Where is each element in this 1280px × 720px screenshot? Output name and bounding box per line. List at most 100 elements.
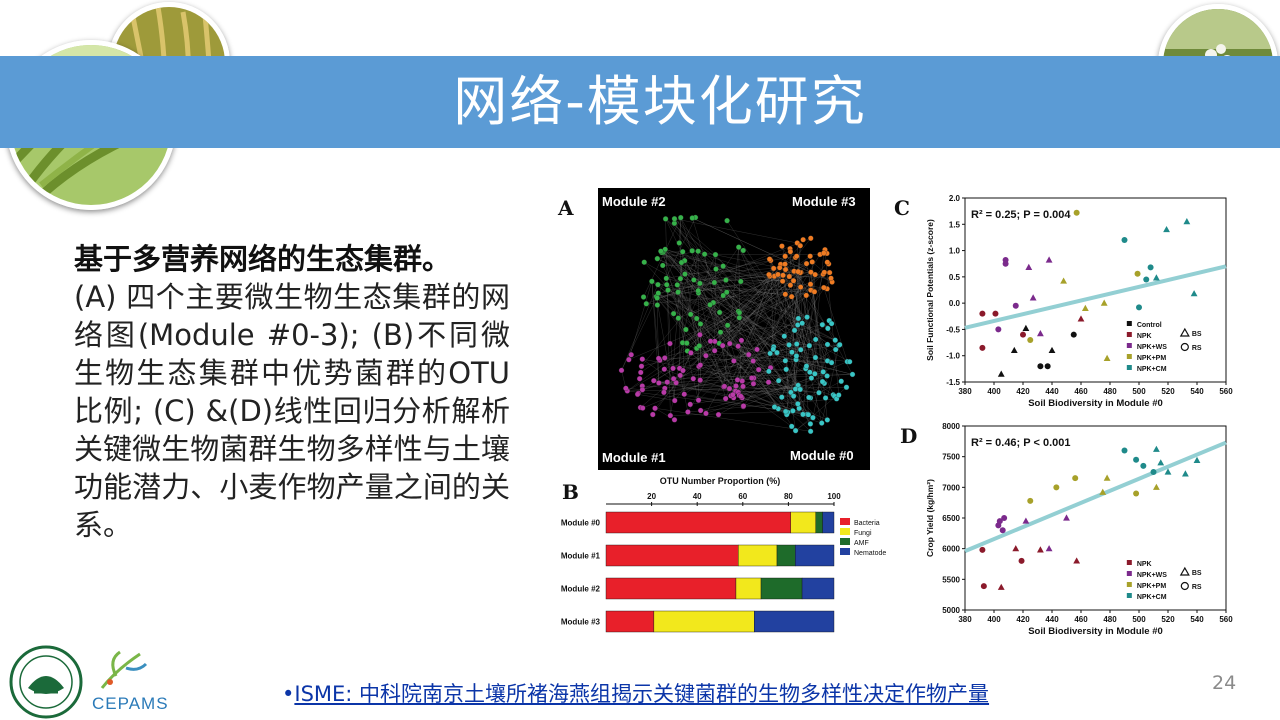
network-edge	[643, 217, 681, 298]
panel-d-point-circle	[1053, 484, 1060, 491]
panel-c-point-circle	[1134, 270, 1141, 277]
panel-c-annotation: R² = 0.25; P = 0.004	[971, 209, 1071, 221]
network-edge	[690, 398, 726, 405]
network-edge	[753, 383, 819, 393]
network-edge	[793, 280, 840, 345]
network-node	[722, 395, 729, 402]
panel-d-point-circle	[1140, 462, 1147, 469]
panel-d-legend-label: NPK+CM	[1137, 594, 1167, 601]
network-node	[789, 349, 795, 355]
network-node	[687, 311, 694, 318]
network-edge	[687, 398, 837, 413]
panel-b-bar-fungi	[738, 544, 778, 567]
panel-c-point-triangle	[1048, 346, 1056, 354]
network-node	[663, 281, 670, 288]
network-edge	[700, 295, 724, 325]
panel-d-ytick: 5000	[942, 606, 960, 615]
network-edge	[682, 289, 811, 343]
panel-c-point-circle	[979, 310, 986, 317]
network-node	[745, 351, 752, 358]
network-edge	[690, 275, 784, 315]
institute-seal-logo	[9, 645, 83, 719]
panel-c-xtick: 480	[1103, 387, 1117, 396]
network-node	[775, 271, 781, 278]
panel-b-legend-label: Bacteria	[854, 520, 880, 527]
panel-d-letter: D	[900, 424, 918, 448]
network-node	[782, 291, 789, 298]
module-0-label: Module #0	[790, 448, 854, 463]
panel-d-xtick: 480	[1103, 615, 1117, 624]
network-node	[843, 384, 850, 391]
network-edge	[810, 381, 823, 399]
network-node	[740, 383, 746, 390]
network-node	[662, 355, 668, 361]
network-edge	[699, 257, 796, 381]
network-node	[650, 411, 656, 418]
panel-d-chart: 380 400 420 440 460 480 500 520 540 560 5000 5500 60…	[925, 422, 1233, 637]
panel-d-xtick: 380	[958, 615, 972, 624]
network-edge	[642, 358, 801, 390]
network-node	[779, 278, 786, 284]
panel-d-xtick: 500	[1132, 615, 1146, 624]
network-node	[716, 309, 723, 316]
panel-d-legend-swatch	[1126, 560, 1132, 565]
network-edge	[637, 394, 675, 401]
network-edge	[665, 218, 836, 350]
panel-d-point-circle	[1150, 469, 1157, 475]
network-node	[799, 320, 805, 326]
network-node	[733, 383, 739, 389]
network-node	[730, 392, 736, 398]
network-edge	[628, 281, 653, 360]
panel-c-point-triangle	[1037, 330, 1044, 337]
panel-b-bar-nematode	[795, 544, 835, 567]
panel-c-ytick: -1.0	[946, 352, 960, 361]
network-edge	[664, 249, 796, 431]
network-node	[731, 358, 737, 364]
network-node	[636, 375, 643, 382]
network-node	[755, 366, 762, 373]
network-node	[695, 248, 701, 254]
network-node	[697, 331, 703, 338]
network-edge	[665, 249, 811, 291]
network-edge	[656, 297, 660, 383]
network-edge	[651, 281, 836, 341]
network-edge	[672, 345, 810, 369]
network-node	[658, 248, 664, 254]
network-node	[824, 341, 831, 348]
panel-c-xtick: 500	[1132, 387, 1146, 396]
network-edge	[720, 332, 739, 347]
network-node	[807, 369, 813, 375]
network-node	[738, 393, 744, 400]
panel-c-point-circle	[1002, 257, 1009, 264]
panel-c-ytick: 2.0	[949, 194, 961, 203]
network-node	[788, 389, 794, 396]
network-edge	[800, 272, 810, 346]
panel-d-ytick: 5500	[942, 575, 960, 584]
network-edge	[737, 379, 828, 421]
network-node	[740, 247, 747, 254]
network-edge	[785, 369, 796, 431]
network-edge	[684, 318, 799, 395]
network-edge	[753, 353, 771, 362]
network-node	[797, 242, 804, 249]
panel-b-xtick: 40	[693, 492, 702, 501]
network-edge	[693, 279, 794, 281]
network-node	[639, 405, 646, 411]
network-edge	[663, 252, 724, 267]
network-edge	[658, 292, 715, 351]
network-edge	[811, 261, 820, 393]
network-node	[786, 342, 792, 348]
network-node	[754, 346, 760, 353]
panel-b-bar-bacteria	[605, 544, 739, 567]
network-node	[670, 365, 676, 372]
network-node	[796, 405, 802, 412]
citation-link[interactable]: ISME: 中科院南京土壤所褚海燕组揭示关键菌群的生物多样性决定作物产量	[294, 682, 990, 706]
network-edge	[770, 260, 816, 374]
network-edge	[661, 252, 800, 409]
network-edge	[693, 271, 799, 281]
module-3-label: Module #3	[792, 194, 856, 209]
network-node	[818, 420, 825, 426]
panel-d-point-triangle	[1153, 483, 1160, 490]
network-edge	[662, 252, 688, 344]
network-node	[782, 408, 789, 415]
